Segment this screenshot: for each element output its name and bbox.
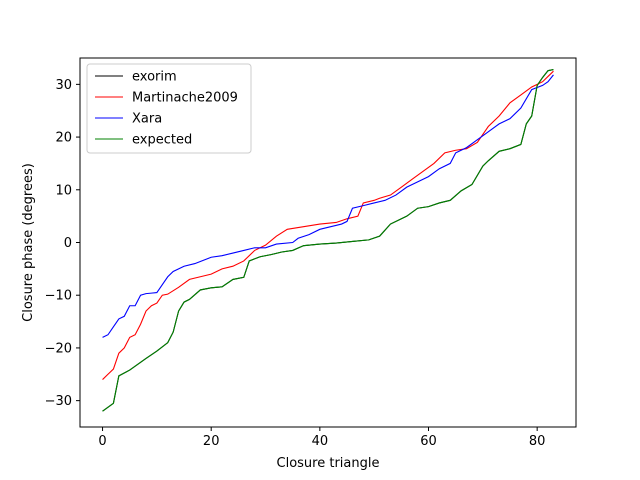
- series-line-expected: [102, 69, 554, 412]
- y-axis-ticks: −30 −20 −10 0 10 20 30: [45, 78, 80, 409]
- legend-label: exorim: [132, 70, 177, 85]
- x-axis-ticks: 0 20 40 60 80: [98, 427, 545, 449]
- y-tick-label: 30: [55, 78, 72, 93]
- x-tick-label: 40: [312, 434, 329, 449]
- legend-label: Xara: [132, 112, 162, 127]
- series-line-martinache2009: [102, 70, 554, 380]
- y-tick-label: −10: [45, 289, 72, 304]
- y-tick-label: 10: [55, 183, 72, 198]
- x-tick-label: 0: [98, 434, 106, 449]
- x-tick-label: 60: [420, 434, 437, 449]
- y-tick-label: 20: [55, 131, 72, 146]
- y-tick-label: −30: [45, 394, 72, 409]
- y-tick-label: 0: [64, 236, 72, 251]
- x-tick-label: 20: [203, 434, 220, 449]
- y-tick-label: −20: [45, 341, 72, 356]
- legend-label: Martinache2009: [132, 91, 238, 106]
- y-axis-label: Closure phase (degrees): [21, 163, 36, 322]
- legend-box: [86, 63, 252, 154]
- legend: exorim Martinache2009 Xara expected: [86, 63, 252, 154]
- x-axis-label: Closure triangle: [277, 456, 380, 471]
- series-line-xara: [102, 74, 554, 338]
- legend-label: expected: [132, 133, 192, 148]
- plot-lines: [102, 69, 554, 412]
- x-tick-label: 80: [529, 434, 546, 449]
